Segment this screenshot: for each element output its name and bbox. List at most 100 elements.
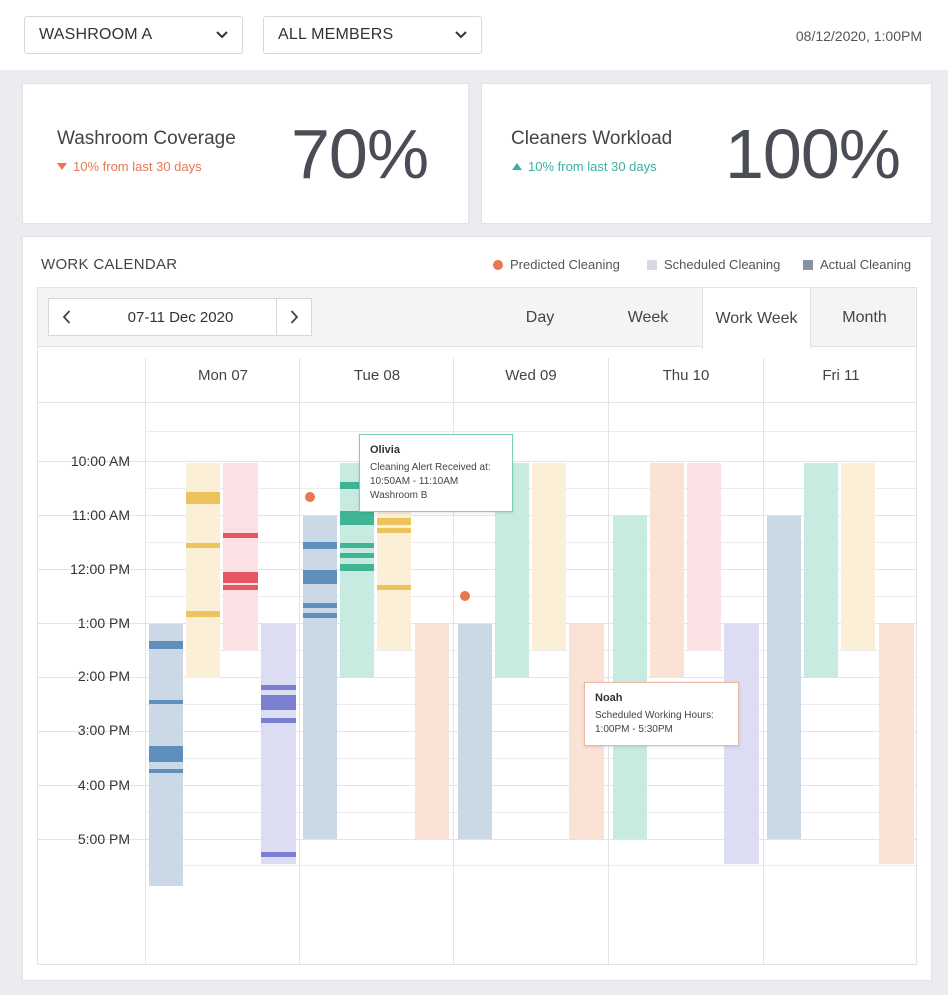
- coverage-change-text: 10% from last 30 days: [73, 159, 202, 174]
- tooltip-name: Olivia: [370, 444, 400, 456]
- tooltip-line: Washroom B: [370, 490, 428, 501]
- legend-predicted-label: Predicted Cleaning: [510, 257, 620, 272]
- tooltip-line: 10:50AM - 11:10AM: [370, 476, 459, 487]
- scheduled-block[interactable]: [223, 463, 258, 650]
- chevron-left-icon: [62, 310, 70, 324]
- actual-cleaning-mark: [223, 572, 258, 583]
- time-label: 3:00 PM: [77, 722, 130, 738]
- scheduled-block[interactable]: [415, 624, 449, 839]
- grid-line: [145, 596, 916, 597]
- workload-change-text: 10% from last 30 days: [528, 159, 657, 174]
- predicted-cleaning-dot[interactable]: [460, 591, 470, 601]
- members-select-value: ALL MEMBERS: [278, 26, 394, 43]
- location-select[interactable]: WASHROOM A: [24, 16, 243, 54]
- tab-week[interactable]: Week: [627, 309, 669, 326]
- scheduled-block[interactable]: [532, 463, 566, 650]
- day-divider: [763, 358, 764, 964]
- actual-cleaning-mark: [186, 611, 220, 617]
- day-divider: [453, 358, 454, 964]
- scheduled-block[interactable]: [767, 516, 801, 839]
- orange-dot-icon: [493, 259, 503, 270]
- actual-cleaning-mark: [149, 746, 183, 762]
- legend-actual-label: Actual Cleaning: [820, 257, 912, 272]
- actual-cleaning-mark: [377, 585, 411, 590]
- actual-cleaning-mark: [223, 585, 258, 590]
- legend-scheduled-label: Scheduled Cleaning: [664, 257, 781, 272]
- triangle-up-icon: [512, 163, 522, 170]
- actual-cleaning-mark: [261, 695, 296, 710]
- tab-day[interactable]: Day: [525, 309, 555, 326]
- chevron-down-icon: [455, 31, 467, 39]
- actual-cleaning-mark: [149, 700, 183, 704]
- day-header-mon: Mon 07: [197, 367, 249, 384]
- actual-cleaning-mark: [340, 482, 374, 489]
- predicted-cleaning-dot[interactable]: [305, 492, 315, 502]
- actual-cleaning-mark: [303, 570, 337, 584]
- actual-cleaning-mark: [186, 492, 220, 504]
- chevron-down-icon: [216, 31, 228, 39]
- members-select[interactable]: ALL MEMBERS: [263, 16, 482, 54]
- tab-work-week[interactable]: Work Week: [702, 288, 811, 349]
- date-range[interactable]: 07-11 Dec 2020: [83, 298, 278, 336]
- time-label: 1:00 PM: [77, 615, 130, 631]
- actual-cleaning-mark: [303, 603, 337, 608]
- actual-cleaning-mark: [340, 511, 374, 525]
- scheduled-block[interactable]: [879, 624, 914, 864]
- time-label: 11:00 AM: [71, 507, 130, 523]
- scheduled-block[interactable]: [687, 463, 721, 650]
- actual-cleaning-mark: [377, 518, 411, 525]
- time-label: 10:00 AM: [70, 453, 130, 469]
- location-select-value: WASHROOM A: [39, 26, 153, 43]
- legend-predicted: Predicted Cleaning: [493, 257, 620, 272]
- actual-cleaning-mark: [303, 542, 337, 549]
- actual-cleaning-mark: [149, 641, 183, 649]
- workload-card: Cleaners Workload 10% from last 30 days …: [481, 83, 932, 224]
- day-header-thu: Thu 10: [662, 367, 710, 384]
- day-divider: [299, 358, 300, 964]
- actual-cleaning-mark: [340, 553, 374, 558]
- tooltip-line: Scheduled Working Hours:: [595, 710, 714, 721]
- legend-actual: Actual Cleaning: [803, 257, 911, 272]
- scheduled-block[interactable]: [650, 463, 684, 678]
- calendar-toolbar: 07-11 Dec 2020 Day Week Work Week Month: [37, 287, 917, 349]
- legend-scheduled: Scheduled Cleaning: [647, 257, 780, 272]
- scheduled-block[interactable]: [613, 516, 647, 839]
- actual-cleaning-mark: [186, 543, 220, 548]
- scheduled-block[interactable]: [458, 624, 492, 839]
- triangle-down-icon: [57, 163, 67, 170]
- work-calendar: WORK CALENDAR Predicted Cleaning Schedul…: [22, 236, 932, 981]
- coverage-title: Washroom Coverage: [57, 128, 236, 149]
- scheduled-block[interactable]: [261, 624, 296, 864]
- scheduled-block[interactable]: [841, 463, 875, 650]
- time-label: 12:00 PM: [70, 561, 130, 577]
- tooltip-line: 1:00PM - 5:30PM: [595, 724, 673, 735]
- day-divider: [608, 358, 609, 964]
- time-label: 4:00 PM: [77, 777, 130, 793]
- actual-cleaning-mark: [261, 685, 296, 690]
- day-header-wed: Wed 09: [505, 367, 557, 384]
- actual-cleaning-mark: [223, 533, 258, 538]
- current-datetime: 08/12/2020, 1:00PM: [795, 28, 922, 44]
- tooltip-line: Cleaning Alert Received at:: [370, 462, 491, 473]
- olivia-tooltip: Olivia Cleaning Alert Received at: 10:50…: [359, 434, 513, 512]
- noah-tooltip: Noah Scheduled Working Hours: 1:00PM - 5…: [584, 682, 739, 746]
- scheduled-block[interactable]: [804, 463, 838, 678]
- prev-week-button[interactable]: [48, 298, 84, 336]
- actual-cleaning-mark: [340, 564, 374, 571]
- top-bar: WASHROOM A ALL MEMBERS 08/12/2020, 1:00P…: [0, 0, 948, 70]
- day-header-fri: Fri 11: [822, 367, 860, 384]
- scheduled-block[interactable]: [303, 516, 337, 839]
- tooltip-name: Noah: [595, 692, 623, 704]
- next-week-button[interactable]: [276, 298, 312, 336]
- actual-cleaning-mark: [261, 718, 296, 723]
- calendar-grid: Mon 07 Tue 08 Wed 09 Thu 10 Fri 11 10:00…: [37, 347, 917, 965]
- actual-cleaning-mark: [261, 852, 296, 857]
- tab-month[interactable]: Month: [842, 309, 887, 326]
- header-divider: [38, 402, 916, 403]
- workload-change: 10% from last 30 days: [512, 159, 657, 174]
- grid-line: [145, 650, 916, 651]
- day-header-tue: Tue 08: [353, 367, 401, 384]
- time-label: 2:00 PM: [77, 668, 130, 684]
- actual-cleaning-mark: [377, 528, 411, 533]
- grid-line: [38, 839, 916, 840]
